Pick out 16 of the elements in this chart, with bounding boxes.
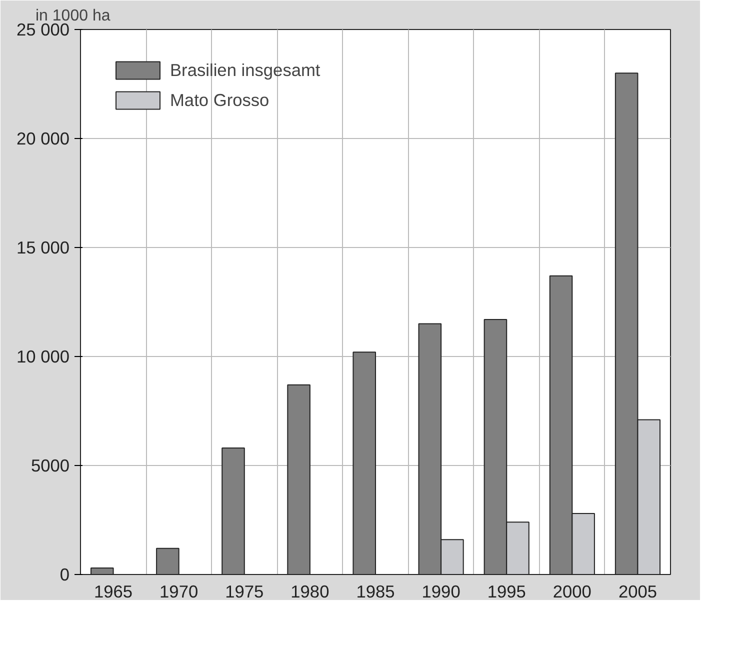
x-tick-label: 2005	[618, 582, 658, 602]
x-tick-label: 1995	[487, 582, 526, 602]
x-tick-label: 1965	[94, 582, 133, 602]
y-tick-label: 10 000	[16, 346, 70, 366]
x-tick-label: 1985	[356, 582, 395, 602]
y-tick-label: 5000	[30, 456, 70, 476]
legend-label: Brasilien insgesamt	[170, 60, 320, 80]
legend-label: Mato Grosso	[170, 90, 270, 110]
x-tick-label: 1975	[225, 582, 264, 602]
y-tick-label: 0	[60, 564, 70, 584]
x-tick-label: 1970	[160, 582, 198, 602]
x-tick-label: 1990	[422, 582, 460, 602]
y-tick-label: 15 000	[16, 238, 70, 258]
y-tick-label: 20 000	[16, 128, 70, 148]
x-tick-label: 1980	[290, 582, 330, 602]
x-tick-label: 2000	[552, 582, 592, 602]
